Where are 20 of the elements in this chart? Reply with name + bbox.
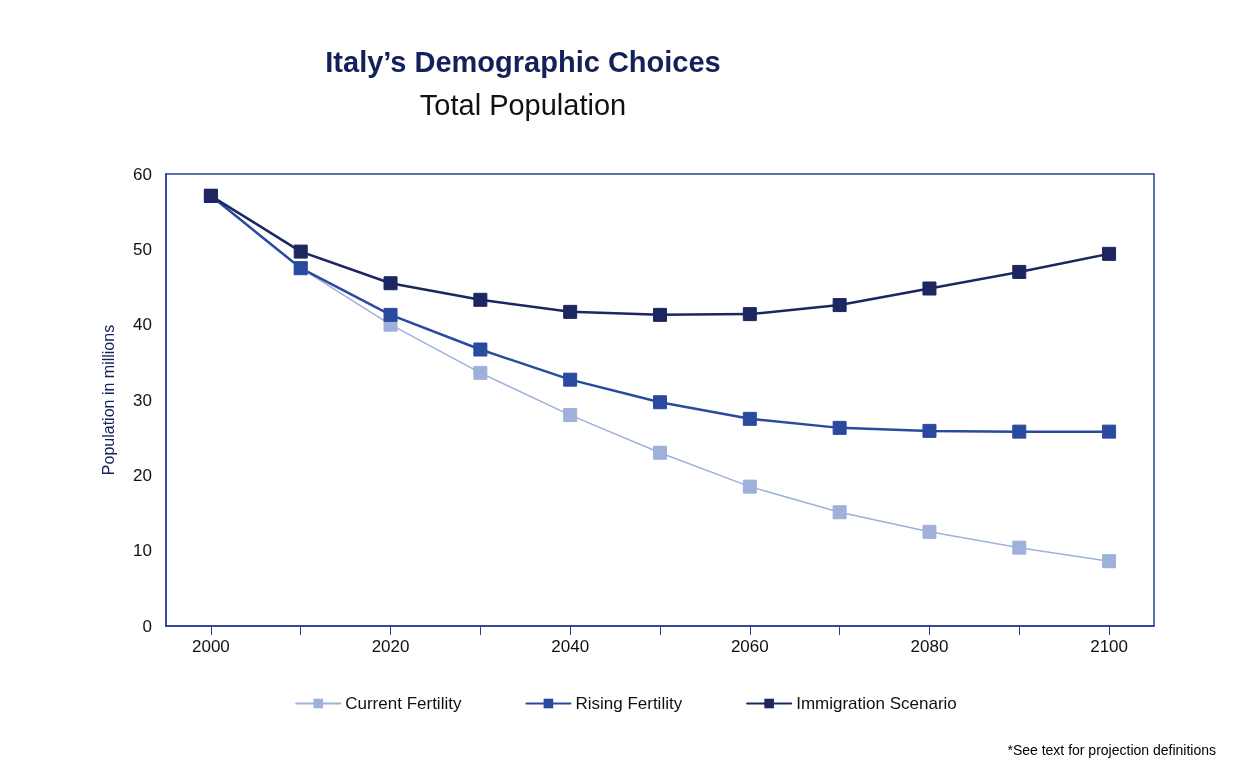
x-tick-label: 2080 [910, 637, 949, 656]
y-tick-label: 40 [133, 315, 152, 335]
y-tick-label: 60 [133, 164, 152, 184]
x-tick-label: 2020 [371, 637, 410, 656]
chart-title: Italy’s Demographic Choices [325, 45, 721, 78]
x-tick-label: 2040 [551, 637, 590, 656]
legend-label: Immigration Scenario [796, 694, 957, 713]
y-tick-label: 10 [133, 541, 152, 561]
y-axis-title: Population in millions [99, 324, 117, 476]
y-tick-label: 50 [133, 239, 152, 259]
legend-label: Rising Fertility [575, 694, 683, 713]
y-tick-label: 20 [133, 465, 152, 485]
legend-label: Current Fertility [345, 694, 462, 713]
x-tick-label: 2100 [1090, 637, 1129, 656]
x-tick-label: 2060 [730, 637, 769, 656]
chart-subtitle: Total Population [419, 88, 627, 121]
text: *See text for projection definitions [1007, 742, 1217, 758]
y-tick-label: 0 [142, 616, 152, 636]
x-tick-label: 2000 [192, 637, 230, 656]
y-tick-label: 30 [133, 390, 152, 410]
